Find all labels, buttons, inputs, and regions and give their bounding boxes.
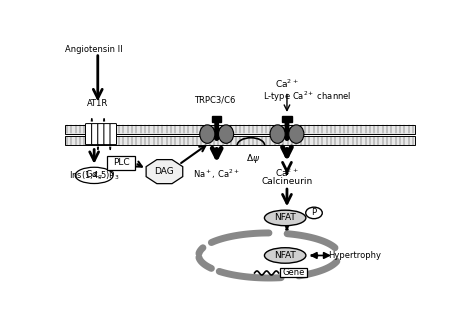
Bar <box>282 116 292 122</box>
Text: DAG: DAG <box>154 167 174 176</box>
Ellipse shape <box>265 210 306 226</box>
FancyBboxPatch shape <box>104 124 110 145</box>
Ellipse shape <box>200 125 215 143</box>
FancyBboxPatch shape <box>98 124 104 145</box>
Ellipse shape <box>75 167 113 184</box>
Text: P: P <box>312 208 317 217</box>
Text: $\Rightarrow$: $\Rightarrow$ <box>307 251 320 260</box>
FancyBboxPatch shape <box>110 124 117 145</box>
Text: G$\alpha_q$: G$\alpha_q$ <box>86 169 103 182</box>
Bar <box>65 136 415 145</box>
Bar <box>65 124 415 134</box>
Text: AT1R: AT1R <box>87 99 108 108</box>
Text: PLC: PLC <box>113 158 130 167</box>
Bar <box>212 116 221 122</box>
Text: Gene: Gene <box>282 268 305 278</box>
Ellipse shape <box>270 125 285 143</box>
Ellipse shape <box>306 207 322 219</box>
Text: Angiotensin II: Angiotensin II <box>65 45 123 54</box>
Bar <box>280 268 307 278</box>
Polygon shape <box>146 160 183 184</box>
Ellipse shape <box>289 125 304 143</box>
Text: TRPC3/C6: TRPC3/C6 <box>194 95 236 104</box>
Text: Hypertrophy: Hypertrophy <box>328 251 381 260</box>
Text: Calcineurin: Calcineurin <box>261 177 312 186</box>
Text: $\Delta\psi$: $\Delta\psi$ <box>246 151 260 165</box>
FancyBboxPatch shape <box>86 124 92 145</box>
Text: L-type Ca$^{2+}$ channel: L-type Ca$^{2+}$ channel <box>263 90 351 104</box>
Text: NFAT: NFAT <box>274 214 296 222</box>
Ellipse shape <box>265 248 306 263</box>
Text: Ins(1,4,5)P$_3$: Ins(1,4,5)P$_3$ <box>69 169 120 182</box>
FancyBboxPatch shape <box>92 124 98 145</box>
Text: Ca$^{2+}$: Ca$^{2+}$ <box>275 167 299 179</box>
Bar <box>107 156 135 170</box>
Text: Na$^+$, Ca$^{2+}$: Na$^+$, Ca$^{2+}$ <box>193 168 240 181</box>
Text: NFAT: NFAT <box>274 251 296 260</box>
Ellipse shape <box>219 125 233 143</box>
Text: Ca$^{2+}$: Ca$^{2+}$ <box>275 78 299 90</box>
